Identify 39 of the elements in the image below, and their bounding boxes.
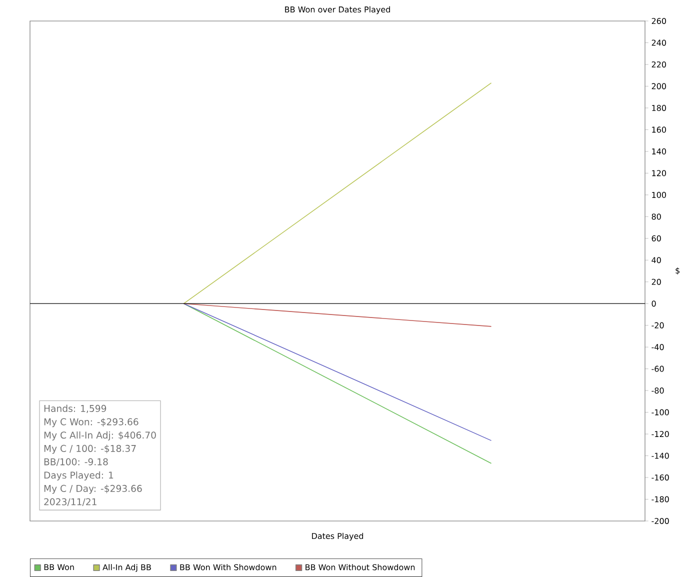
y-tick-label: 240: [652, 40, 666, 46]
legend-label: BB Won: [44, 564, 74, 570]
y-tick-label: 60: [652, 235, 661, 242]
annotation: My C All-In Adj: $406.70: [44, 431, 156, 440]
annotation: My C Won: -$293.66: [44, 418, 138, 428]
legend-label: All-In Adj BB: [102, 564, 151, 572]
y-tick-label: 140: [652, 148, 666, 154]
annotation: Days Played: 1: [44, 471, 114, 480]
y-tick-label: -100: [652, 409, 669, 416]
y-tick-label: 220: [652, 61, 666, 68]
y-tick-label: -160: [652, 474, 669, 481]
y-tick-label: 120: [652, 170, 666, 176]
chart-title: BB Won over Dates Played: [285, 6, 390, 14]
legend-label: BB Won Without Showdown: [306, 564, 415, 570]
y-tick-label: -40: [652, 344, 664, 350]
x-axis-title: Dates Played: [312, 532, 364, 541]
annotation: My C / Day: -$293.66: [44, 484, 142, 494]
y-tick-label: 160: [652, 126, 666, 133]
legend-label: BB Won With Showdown: [180, 564, 276, 570]
y-axis-title: $: [676, 267, 680, 275]
y-tick-label: 80: [652, 214, 661, 220]
y-tick-label: -120: [652, 431, 669, 438]
annotation: 2023/11/21: [44, 498, 96, 506]
y-tick-label: -60: [652, 366, 664, 372]
y-tick-label: -80: [652, 388, 664, 394]
y-tick-label: 0: [652, 300, 656, 307]
y-tick-label: -180: [652, 496, 669, 502]
annotation: My C / 100: -$18.37: [44, 444, 136, 454]
annotation: BB/100: -9.18: [44, 458, 108, 466]
y-tick-label: 180: [652, 104, 666, 111]
y-tick-label: 100: [652, 192, 666, 198]
y-tick-label: -200: [652, 518, 669, 524]
y-tick-label: 260: [652, 18, 666, 24]
annotation: Hands: 1,599: [44, 404, 106, 413]
y-tick-label: -20: [652, 322, 664, 328]
y-tick-label: 40: [652, 257, 661, 264]
y-tick-label: 200: [652, 83, 666, 90]
y-tick-label: -140: [652, 452, 669, 459]
y-tick-label: 20: [652, 278, 661, 285]
